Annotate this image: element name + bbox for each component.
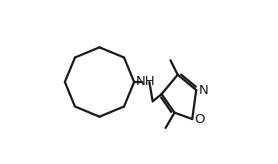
Text: N: N <box>199 84 208 97</box>
Text: O: O <box>194 113 205 126</box>
Text: NH: NH <box>136 75 156 89</box>
